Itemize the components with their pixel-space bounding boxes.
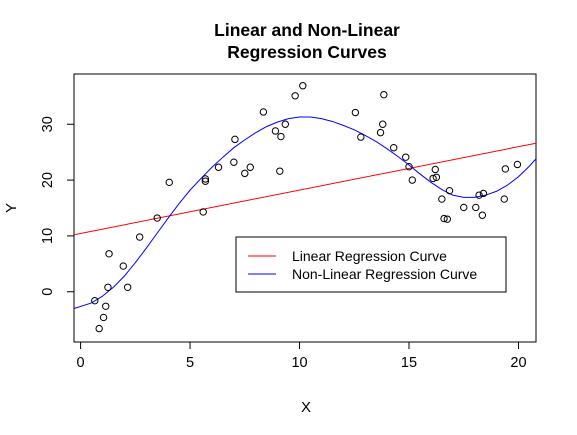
y-tick-label: 0 (40, 288, 56, 296)
y-axis-label: Y (3, 203, 20, 213)
data-point (380, 90, 388, 99)
data-point (91, 296, 99, 305)
data-point (214, 163, 223, 171)
data-point (104, 283, 112, 291)
data-point (402, 153, 410, 161)
x-tick-label: 10 (291, 355, 307, 371)
data-point (165, 178, 173, 187)
data-point (241, 169, 249, 178)
data-point (271, 127, 280, 135)
data-point (445, 186, 454, 195)
data-point (432, 173, 441, 181)
data-point (438, 195, 446, 203)
x-tick-label: 0 (77, 355, 85, 371)
y-tick-label: 20 (40, 172, 56, 188)
data-point (99, 313, 108, 322)
data-point (357, 133, 365, 141)
data-point (95, 324, 103, 333)
y-tick-label: 30 (40, 116, 56, 132)
data-point (102, 302, 110, 310)
data-point (429, 174, 437, 183)
data-point (105, 250, 113, 258)
data-point (500, 195, 508, 203)
chart-title-line-1: Linear and Non-Linear (214, 20, 400, 40)
data-point (440, 214, 448, 223)
data-point (201, 177, 210, 185)
data-point (405, 162, 413, 171)
chart-title-line-2: Regression Curves (227, 42, 387, 62)
data-point (276, 167, 284, 175)
data-point (201, 175, 210, 183)
data-point (460, 203, 468, 212)
nonlinear-regression-curve (74, 116, 536, 309)
data-point (475, 191, 483, 199)
legend-box (235, 236, 507, 293)
data-point (376, 128, 385, 137)
data-point (478, 211, 487, 219)
data-point (135, 233, 144, 241)
data-point (379, 120, 387, 128)
data-point (472, 203, 480, 212)
data-point (431, 165, 439, 174)
data-point (246, 163, 254, 171)
data-point (389, 144, 398, 152)
legend: Linear Regression Curve Non-Linear Regre… (235, 236, 507, 293)
data-point (259, 108, 268, 116)
data-point (513, 160, 522, 169)
data-point (351, 108, 360, 117)
data-point (230, 158, 238, 166)
linear-regression-line (74, 142, 536, 236)
data-point (277, 132, 285, 141)
data-point (153, 214, 161, 222)
x-tick-label: 5 (186, 355, 194, 371)
data-point (199, 208, 207, 216)
x-axis-label: X (301, 399, 311, 416)
data-point (123, 283, 132, 291)
x-tick-label: 20 (510, 355, 526, 371)
y-tick-label: 10 (40, 228, 56, 244)
data-point (479, 189, 488, 198)
data-point (119, 262, 127, 270)
data-point (408, 176, 416, 184)
legend-label-nonlinear: Non-Linear Regression Curve (292, 266, 477, 282)
x-tick-label: 15 (401, 355, 417, 371)
data-point (443, 215, 452, 223)
data-point (231, 135, 239, 144)
data-point (501, 165, 510, 173)
data-point (299, 82, 307, 90)
data-point (281, 120, 289, 128)
legend-label-linear: Linear Regression Curve (292, 248, 447, 264)
data-point (291, 92, 299, 100)
plot-frame (73, 73, 537, 343)
